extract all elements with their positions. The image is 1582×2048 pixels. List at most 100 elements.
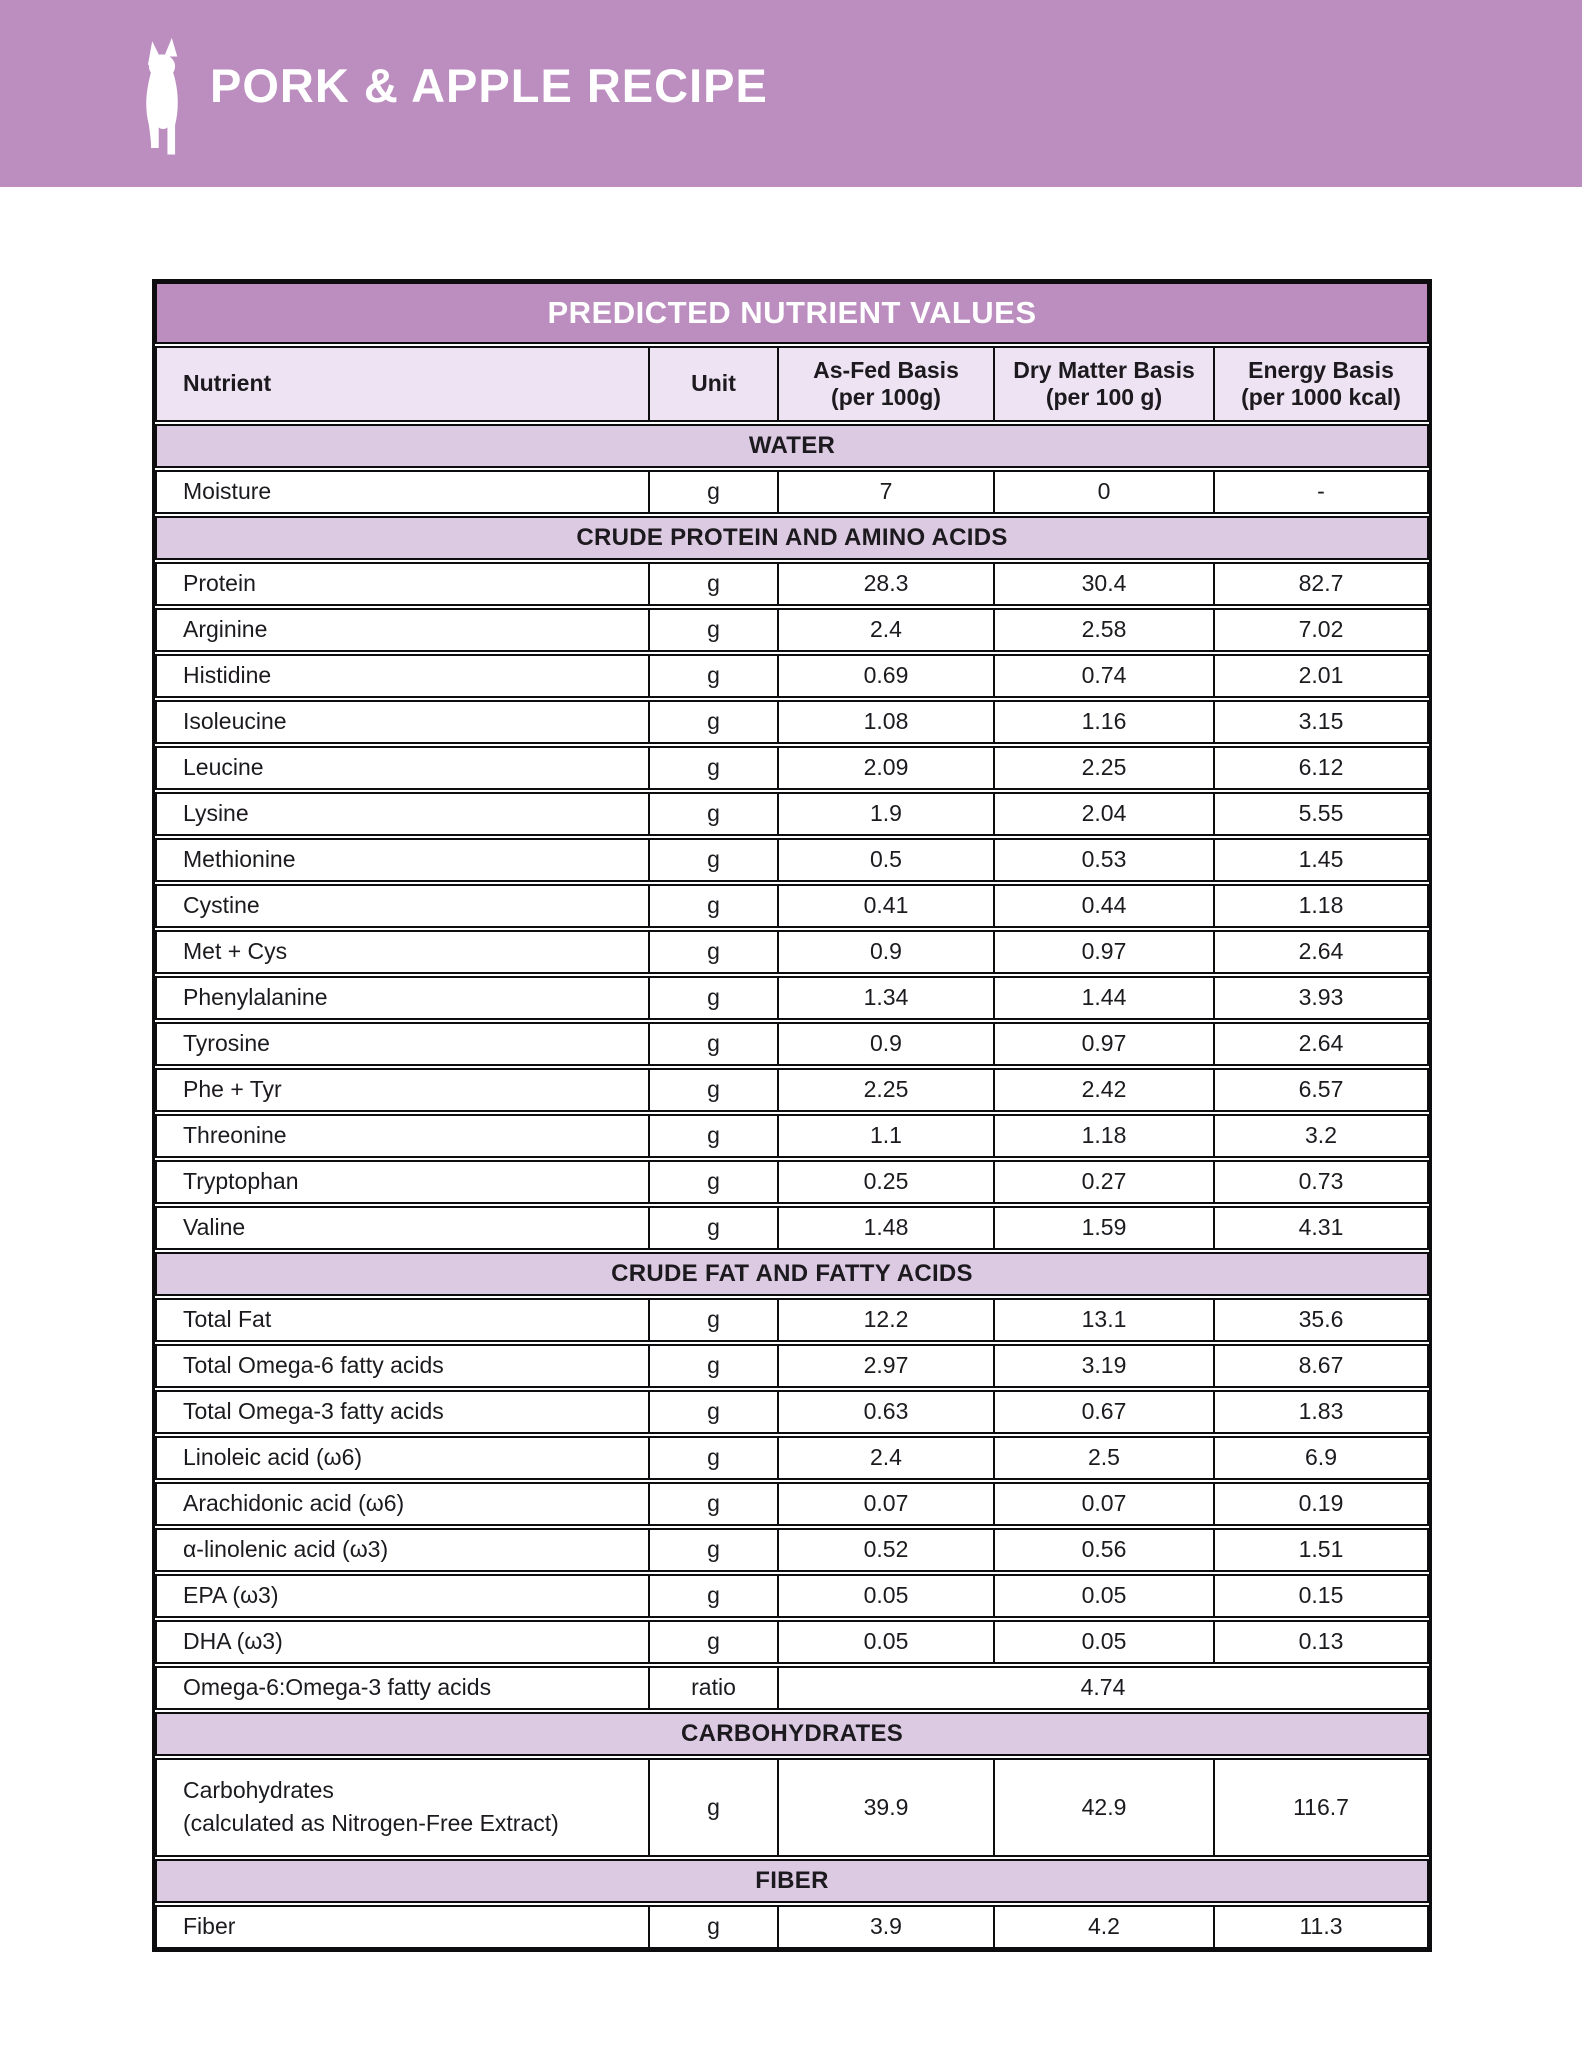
dry-matter-value-cell: 0.97 xyxy=(995,1022,1215,1066)
energy-value-cell: 8.67 xyxy=(1215,1344,1430,1388)
nutrient-row: Isoleucine g 1.08 1.16 3.15 xyxy=(155,700,1430,744)
nutrient-row: Lysine g 1.9 2.04 5.55 xyxy=(155,792,1430,836)
unit-cell: g xyxy=(650,884,779,928)
nutrient-name-cell: EPA (ω3) xyxy=(155,1574,650,1618)
table-title: PREDICTED NUTRIENT VALUES xyxy=(155,282,1430,344)
nutrient-row: α-linolenic acid (ω3) g 0.52 0.56 1.51 xyxy=(155,1528,1430,1572)
column-header-as-fed: As-Fed Basis (per 100g) xyxy=(779,346,995,422)
unit-cell: g xyxy=(650,746,779,790)
unit-cell: g xyxy=(650,930,779,974)
nutrient-row: Methionine g 0.5 0.53 1.45 xyxy=(155,838,1430,882)
as-fed-value-cell: 1.34 xyxy=(779,976,995,1020)
nutrient-name-cell: Total Omega-3 fatty acids xyxy=(155,1390,650,1434)
dry-matter-value-cell: 0.07 xyxy=(995,1482,1215,1526)
as-fed-value-cell: 0.69 xyxy=(779,654,995,698)
nutrient-name-cell: DHA (ω3) xyxy=(155,1620,650,1664)
dry-matter-value-cell: 0.27 xyxy=(995,1160,1215,1204)
energy-value-cell: 7.02 xyxy=(1215,608,1430,652)
nutrient-name-cell: Met + Cys xyxy=(155,930,650,974)
nutrient-row: Leucine g 2.09 2.25 6.12 xyxy=(155,746,1430,790)
nutrient-name-cell: Phe + Tyr xyxy=(155,1068,650,1112)
nutrient-row: Total Omega-3 fatty acids g 0.63 0.67 1.83 xyxy=(155,1390,1430,1434)
unit-cell: g xyxy=(650,792,779,836)
dry-matter-value-cell: 0.56 xyxy=(995,1528,1215,1572)
nutrient-name-cell: Moisture xyxy=(155,470,650,514)
dry-matter-value-cell: 0.05 xyxy=(995,1574,1215,1618)
as-fed-value-cell: 0.25 xyxy=(779,1160,995,1204)
nutrient-name-cell: Fiber xyxy=(155,1904,650,1949)
energy-value-cell: 6.9 xyxy=(1215,1436,1430,1480)
unit-cell: g xyxy=(650,470,779,514)
unit-cell: g xyxy=(650,654,779,698)
as-fed-value-cell: 0.9 xyxy=(779,930,995,974)
nutrient-row: Total Fat g 12.2 13.1 35.6 xyxy=(155,1298,1430,1342)
dry-matter-value-cell: 2.04 xyxy=(995,792,1215,836)
nutrient-name-cell: Lysine xyxy=(155,792,650,836)
unit-cell: g xyxy=(650,562,779,606)
energy-value-cell: 4.31 xyxy=(1215,1206,1430,1250)
dry-matter-value-cell: 0.05 xyxy=(995,1620,1215,1664)
unit-cell: g xyxy=(650,1160,779,1204)
dry-matter-value-cell: 0.44 xyxy=(995,884,1215,928)
energy-value-cell: 2.64 xyxy=(1215,1022,1430,1066)
as-fed-value-cell: 2.4 xyxy=(779,1436,995,1480)
energy-value-cell: 0.15 xyxy=(1215,1574,1430,1618)
dry-matter-value-cell: 42.9 xyxy=(995,1758,1215,1857)
as-fed-value-cell: 28.3 xyxy=(779,562,995,606)
table-title-row: PREDICTED NUTRIENT VALUES xyxy=(155,282,1430,344)
unit-cell: g xyxy=(650,608,779,652)
section-header: CRUDE PROTEIN AND AMINO ACIDS xyxy=(155,516,1430,560)
dry-matter-value-cell: 3.19 xyxy=(995,1344,1215,1388)
section-row: WATER xyxy=(155,424,1430,468)
nutrient-name-cell: Tryptophan xyxy=(155,1160,650,1204)
dry-matter-value-cell: 1.44 xyxy=(995,976,1215,1020)
as-fed-value-cell: 0.41 xyxy=(779,884,995,928)
dry-matter-value-cell: 0.53 xyxy=(995,838,1215,882)
unit-cell: g xyxy=(650,1344,779,1388)
as-fed-value-cell: 0.5 xyxy=(779,838,995,882)
energy-value-cell: 2.01 xyxy=(1215,654,1430,698)
unit-cell: g xyxy=(650,1620,779,1664)
dry-matter-value-cell: 4.2 xyxy=(995,1904,1215,1949)
page-header-band: PORK & APPLE RECIPE xyxy=(0,0,1582,187)
energy-value-cell: 6.12 xyxy=(1215,746,1430,790)
nutrient-row: Met + Cys g 0.9 0.97 2.64 xyxy=(155,930,1430,974)
nutrient-row: Phenylalanine g 1.34 1.44 3.93 xyxy=(155,976,1430,1020)
unit-cell: g xyxy=(650,1904,779,1949)
section-header: FIBER xyxy=(155,1858,1430,1903)
unit-cell: g xyxy=(650,1298,779,1342)
as-fed-value-cell: 12.2 xyxy=(779,1298,995,1342)
nutrient-row: Moisture g 7 0- xyxy=(155,470,1430,514)
nutrient-row: Linoleic acid (ω6) g 2.4 2.5 6.9 xyxy=(155,1436,1430,1480)
section-row: CRUDE PROTEIN AND AMINO ACIDS xyxy=(155,516,1430,560)
column-header-row: Nutrient Unit As-Fed Basis (per 100g) Dr… xyxy=(155,346,1430,422)
energy-value-cell: 116.7 xyxy=(1215,1758,1430,1857)
as-fed-value-cell: 2.97 xyxy=(779,1344,995,1388)
section-header: WATER xyxy=(155,424,1430,468)
energy-value-cell: 1.83 xyxy=(1215,1390,1430,1434)
dry-matter-value-cell: 30.4 xyxy=(995,562,1215,606)
as-fed-value-cell: 1.08 xyxy=(779,700,995,744)
nutrient-name-cell: Valine xyxy=(155,1206,650,1250)
section-row: CARBOHYDRATES xyxy=(155,1712,1430,1756)
dry-matter-value-cell: 13.1 xyxy=(995,1298,1215,1342)
nutrient-row: Carbohydrates (calculated as Nitrogen-Fr… xyxy=(155,1758,1430,1857)
column-header-nutrient: Nutrient xyxy=(155,346,650,422)
as-fed-value-cell: 1.1 xyxy=(779,1114,995,1158)
unit-cell: g xyxy=(650,838,779,882)
dry-matter-value-cell: 0.67 xyxy=(995,1390,1215,1434)
unit-cell: g xyxy=(650,1758,779,1857)
nutrient-row: Omega-6:Omega-3 fatty acids ratio 4.74 xyxy=(155,1666,1430,1710)
section-header: CRUDE FAT AND FATTY ACIDS xyxy=(155,1252,1430,1296)
energy-value-cell: 0.19 xyxy=(1215,1482,1430,1526)
as-fed-value-cell: 39.9 xyxy=(779,1758,995,1857)
energy-value-cell: 0.13 xyxy=(1215,1620,1430,1664)
unit-cell: g xyxy=(650,1206,779,1250)
nutrient-row: EPA (ω3) g 0.05 0.05 0.15 xyxy=(155,1574,1430,1618)
nutrient-name-cell: Isoleucine xyxy=(155,700,650,744)
energy-value-cell: 1.51 xyxy=(1215,1528,1430,1572)
unit-cell: g xyxy=(650,1574,779,1618)
nutrient-row: Arachidonic acid (ω6) g 0.07 0.07 0.19 xyxy=(155,1482,1430,1526)
as-fed-value-cell: 0.9 xyxy=(779,1022,995,1066)
